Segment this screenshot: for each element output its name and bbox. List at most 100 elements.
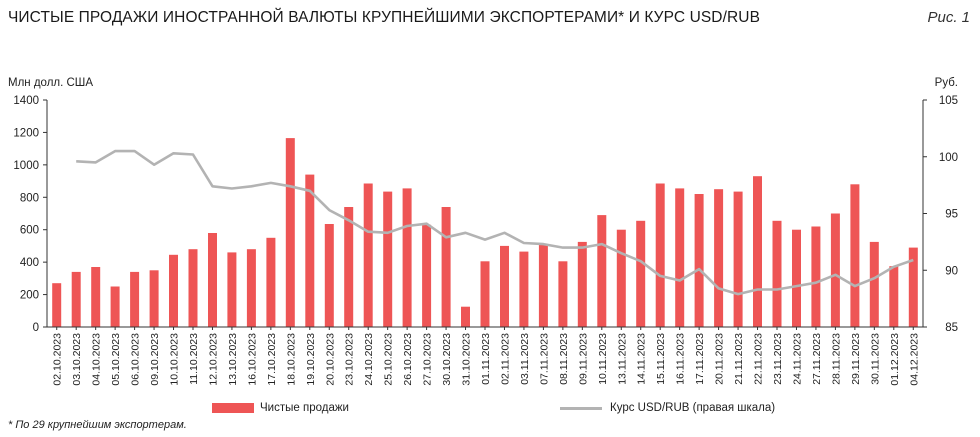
x-tick-label: 28.11.2023 <box>830 333 842 385</box>
legend-swatch-line <box>560 406 602 410</box>
bar <box>422 224 432 327</box>
bar <box>753 176 762 327</box>
x-tick-label: 12.10.2023 <box>207 333 219 386</box>
bar <box>869 241 879 327</box>
y-tick-label: 800 <box>20 192 39 204</box>
x-tick-label: 07.11.2023 <box>538 333 550 385</box>
x-tick-label: 31.10.2023 <box>461 333 473 386</box>
chart-canvas: Млн долл. США Руб. 0 200 400 600 800 1000 1200… <box>8 77 958 386</box>
y2-tick-label: 100 <box>939 152 958 164</box>
bar <box>850 184 860 327</box>
y-tick-label: 0 <box>33 322 39 334</box>
x-tick-label: 25.10.2023 <box>383 333 395 386</box>
bar <box>889 266 899 327</box>
x-tick-label: 27.10.2023 <box>422 333 434 386</box>
x-tick-label: 23.10.2023 <box>344 333 356 386</box>
x-tick-label: 16.11.2023 <box>675 333 687 385</box>
chart-title: ЧИСТЫЕ ПРОДАЖИ ИНОСТРАННОЙ ВАЛЮТЫ КРУПНЕ… <box>8 9 761 26</box>
bar <box>383 191 393 327</box>
bar <box>208 233 217 327</box>
x-tick-label: 09.11.2023 <box>577 333 589 385</box>
bar <box>305 174 315 327</box>
x-tick-label: 20.10.2023 <box>324 333 336 386</box>
line-series-path <box>76 149 914 296</box>
bar <box>577 241 587 327</box>
x-tick-label: 08.11.2023 <box>558 333 570 385</box>
x-tick-label: 26.10.2023 <box>402 333 414 386</box>
bar <box>402 188 412 327</box>
x-tick-label: 20.11.2023 <box>714 333 726 385</box>
y-tick-label: 200 <box>20 290 39 302</box>
bar <box>538 244 548 327</box>
legend-item-bars: Чистые продажи <box>212 402 349 414</box>
x-axis-ticks: 02.10.2023 03.10.2023 04.10.2023 05.10.2023… <box>52 327 920 386</box>
bar <box>714 189 724 327</box>
x-tick-label: 24.10.2023 <box>363 333 375 386</box>
bar <box>500 245 509 327</box>
legend-swatch-bars <box>212 403 254 413</box>
legend-item-line: Курс USD/RUB (правая шкала) <box>560 402 775 414</box>
y-tick-label: 400 <box>20 257 39 269</box>
bar <box>519 251 529 327</box>
bar <box>285 138 295 327</box>
x-tick-label: 13.10.2023 <box>227 333 239 386</box>
x-tick-label: 22.11.2023 <box>753 333 765 385</box>
bar <box>266 237 276 327</box>
bar <box>130 271 140 327</box>
y-tick-label: 1400 <box>13 95 39 107</box>
x-tick-label: 27.11.2023 <box>811 333 823 385</box>
x-tick-label: 23.11.2023 <box>772 333 784 385</box>
y2-tick-label: 90 <box>945 265 958 277</box>
bar <box>558 261 568 327</box>
bar <box>71 271 81 327</box>
y-axis-ticks: 0 200 400 600 800 1000 1200 1400 <box>13 95 47 334</box>
x-tick-label: 01.12.2023 <box>889 333 901 386</box>
bar <box>811 226 821 327</box>
bar <box>908 247 918 327</box>
x-tick-label: 10.10.2023 <box>169 333 181 386</box>
x-tick-label: 06.10.2023 <box>130 333 142 386</box>
y2-tick-label: 105 <box>939 95 958 107</box>
y2-tick-label: 85 <box>945 322 958 334</box>
figure-label: Рис. 1 <box>927 9 970 26</box>
bar <box>324 224 334 327</box>
bar <box>792 229 801 327</box>
bar <box>636 220 646 327</box>
y2-axis-ticks: 85 90 95 100 105 <box>923 95 958 334</box>
x-tick-label: 24.11.2023 <box>791 333 803 385</box>
x-tick-label: 17.11.2023 <box>694 333 706 385</box>
y2-axis-label: Руб. <box>935 77 958 89</box>
x-tick-label: 05.10.2023 <box>110 333 122 386</box>
bar <box>246 249 256 327</box>
legend-label-bars: Чистые продажи <box>260 402 349 414</box>
footnote: * По 29 крупнейшим экспортерам. <box>8 419 187 431</box>
x-tick-label: 30.11.2023 <box>869 333 881 385</box>
bar <box>597 215 607 327</box>
x-tick-label: 11.10.2023 <box>188 333 200 385</box>
bar <box>227 252 237 327</box>
x-tick-label: 19.10.2023 <box>305 333 317 386</box>
bar-series <box>52 138 918 328</box>
x-tick-label: 04.12.2023 <box>908 333 920 386</box>
x-tick-label: 30.10.2023 <box>441 333 453 386</box>
y-tick-label: 600 <box>20 225 39 237</box>
bar <box>441 207 451 327</box>
bar <box>149 270 159 328</box>
x-tick-label: 29.11.2023 <box>850 333 862 385</box>
x-tick-label: 14.11.2023 <box>636 333 648 385</box>
bar <box>694 194 704 327</box>
x-tick-label: 03.10.2023 <box>71 333 83 386</box>
bar <box>675 188 685 327</box>
legend-label-line: Курс USD/RUB (правая шкала) <box>610 402 776 414</box>
x-tick-label: 02.11.2023 <box>499 333 511 385</box>
y-axis-label: Млн долл. США <box>8 77 93 89</box>
bar <box>344 207 354 327</box>
bar <box>188 249 198 327</box>
bar <box>655 183 665 327</box>
x-tick-label: 04.10.2023 <box>91 333 103 386</box>
bar <box>363 183 373 327</box>
bar <box>169 254 178 327</box>
bar <box>91 267 101 327</box>
bar <box>772 220 782 327</box>
y-tick-label: 1200 <box>13 127 39 139</box>
